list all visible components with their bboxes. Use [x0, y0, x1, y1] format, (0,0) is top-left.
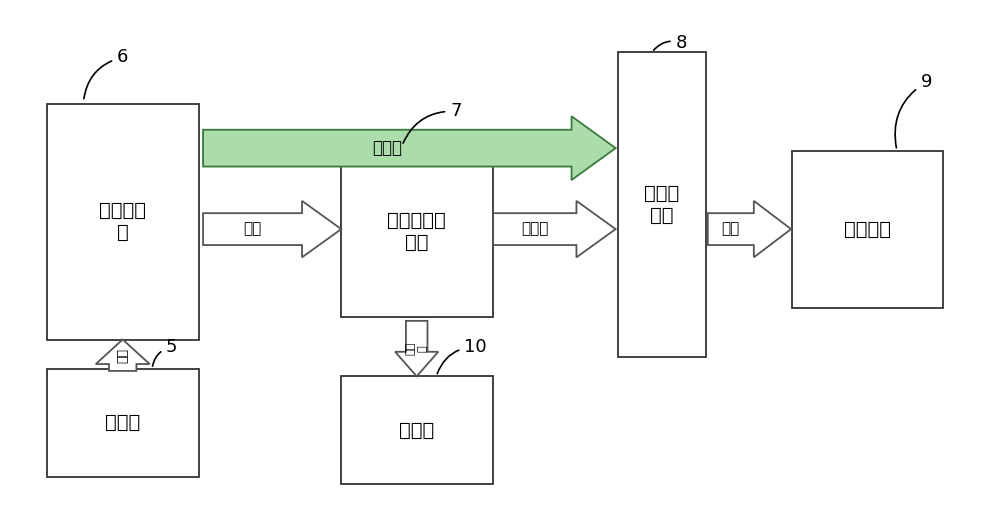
Polygon shape: [493, 201, 616, 257]
Text: 7: 7: [403, 102, 462, 143]
Text: 5: 5: [153, 338, 177, 366]
Text: 频谱仪: 频谱仪: [399, 421, 434, 440]
Polygon shape: [395, 321, 438, 376]
Text: 电缆: 电缆: [722, 222, 740, 236]
Text: 串口线: 串口线: [521, 222, 548, 236]
Text: 干扰复现
机: 干扰复现 机: [99, 201, 146, 242]
Bar: [47, 369, 199, 477]
Text: 测试机: 测试机: [105, 413, 140, 432]
Text: 网线: 网线: [243, 222, 262, 236]
Text: 数控衰
减器: 数控衰 减器: [644, 184, 679, 225]
Text: 串口线: 串口线: [372, 139, 402, 157]
Text: 9: 9: [895, 73, 932, 148]
Bar: [341, 146, 493, 317]
Text: 矢量
线: 矢量 线: [406, 342, 428, 355]
Text: 任意波形发
生器: 任意波形发 生器: [387, 211, 446, 252]
Bar: [618, 52, 706, 357]
Bar: [341, 376, 493, 484]
Text: 8: 8: [654, 33, 687, 52]
Polygon shape: [708, 201, 791, 257]
Polygon shape: [96, 339, 150, 371]
Bar: [47, 104, 199, 339]
Text: 全向天线: 全向天线: [844, 220, 891, 239]
Bar: [792, 151, 943, 307]
Text: 6: 6: [84, 49, 128, 99]
Text: 10: 10: [437, 338, 487, 374]
Polygon shape: [203, 201, 341, 257]
Text: 网线: 网线: [116, 348, 129, 363]
Polygon shape: [203, 116, 616, 180]
